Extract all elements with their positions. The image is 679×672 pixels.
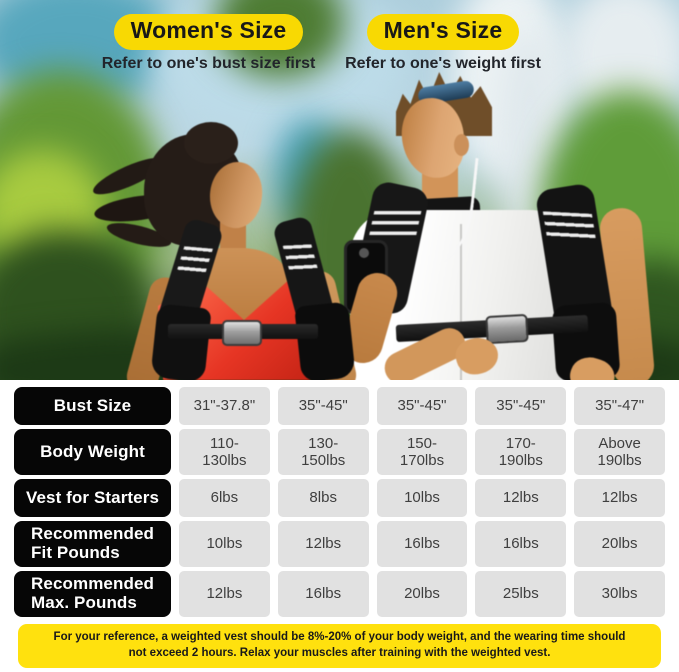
table-cell: 150- 170lbs (376, 429, 468, 475)
table-cell: 170- 190lbs (475, 429, 567, 475)
vest-stripes (175, 246, 213, 278)
woman-hair (184, 122, 238, 164)
table-row-vest-for-starters: Vest for Starters 6lbs 8lbs 10lbs 12lbs … (14, 479, 665, 517)
table-row-recommended-max-pounds: Recommended Max. Pounds 12lbs 16lbs 20lb… (14, 571, 665, 617)
row-label: Recommended Fit Pounds (14, 521, 171, 567)
table-cell: 20lbs (376, 571, 468, 617)
womens-size-subtitle: Refer to one's bust size first (101, 54, 316, 72)
vest-stripes (282, 244, 320, 275)
row-label-text: Body Weight (40, 441, 145, 461)
table-cell: 20lbs (574, 521, 665, 567)
vest-side-panel (294, 301, 356, 380)
row-label: Recommended Max. Pounds (14, 571, 171, 617)
row-label-text: Vest for Starters (25, 487, 160, 507)
table-cell: 12lbs (574, 479, 665, 517)
vest-buckle (485, 313, 529, 345)
table-cell: 30lbs (574, 571, 665, 617)
table-cell: 31"-37.8" (179, 387, 270, 425)
table-cell: 10lbs (179, 521, 270, 567)
table-cell: 16lbs (475, 521, 567, 567)
mens-size-subtitle: Refer to one's weight first (345, 54, 541, 72)
woman-figure (89, 122, 360, 380)
womens-size-header: Women's Size Refer to one's bust size fi… (86, 14, 331, 73)
table-cell: 12lbs (179, 571, 270, 617)
table-cell: 35"-45" (376, 387, 468, 425)
man-ear (454, 134, 469, 156)
table-cell: 6lbs (179, 479, 270, 517)
table-row-bust-size: Bust Size 31"-37.8" 35"-45" 35"-45" 35"-… (14, 387, 665, 425)
photo-scene: Women's Size Refer to one's bust size fi… (0, 0, 679, 380)
table-row-recommended-fit-pounds: Recommended Fit Pounds 10lbs 12lbs 16lbs… (14, 521, 665, 567)
row-label: Vest for Starters (14, 479, 171, 517)
row-label-text: Recommended Max. Pounds (31, 574, 154, 612)
womens-size-badge: Women's Size (113, 14, 304, 50)
row-label-text: Recommended Fit Pounds (31, 524, 154, 562)
table-cell: 35"-47" (574, 387, 665, 425)
vest-stripes (542, 211, 597, 244)
table-cell: 12lbs (277, 521, 369, 567)
reference-note: For your reference, a weighted vest shou… (18, 624, 661, 668)
vest-buckle (222, 320, 262, 346)
table-cell: 130- 150lbs (277, 429, 369, 475)
table-cell: 16lbs (277, 571, 369, 617)
mens-size-badge: Men's Size (366, 14, 520, 50)
table-cell: 35"-45" (277, 387, 369, 425)
table-cell: 12lbs (475, 479, 567, 517)
man-figure (338, 72, 658, 380)
size-table: Bust Size 31"-37.8" 35"-45" 35"-45" 35"-… (14, 387, 665, 617)
row-label: Body Weight (14, 429, 171, 475)
table-cell: 25lbs (475, 571, 567, 617)
vest-side-panel (150, 303, 212, 380)
table-cell: 8lbs (277, 479, 369, 517)
row-label: Bust Size (14, 387, 171, 425)
table-cell: Above 190lbs (574, 429, 665, 475)
row-label-text: Bust Size (53, 395, 132, 415)
table-cell: 110- 130lbs (179, 429, 270, 475)
table-row-body-weight: Body Weight 110- 130lbs 130- 150lbs 150-… (14, 429, 665, 475)
table-cell: 16lbs (376, 521, 468, 567)
mens-size-header: Men's Size Refer to one's weight first (332, 14, 554, 73)
table-cell: 10lbs (376, 479, 468, 517)
table-cell: 35"-45" (475, 387, 567, 425)
vest-stripes (368, 210, 422, 241)
